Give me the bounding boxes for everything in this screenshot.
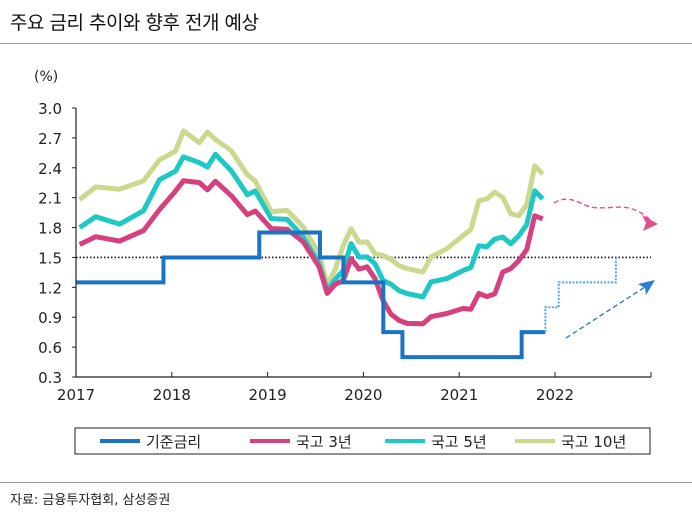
x-tick-label: 2019 bbox=[249, 386, 287, 404]
series-line-base-rate bbox=[76, 230, 546, 360]
title-divider bbox=[0, 43, 692, 44]
x-tick-label: 2020 bbox=[344, 386, 382, 404]
series-line-국고3년 bbox=[78, 178, 544, 327]
rates-chart: (%) 3.0 2.7 2.4 2.1 1.8 1.5 1.2 0.9 0.6 0.3 2017 2… bbox=[34, 69, 658, 455]
base-rate-trend-arrowhead bbox=[638, 280, 655, 295]
y-tick-label: 3.0 bbox=[38, 100, 62, 118]
y-tick-label: 2.1 bbox=[38, 190, 62, 208]
y-tick-label: 0.9 bbox=[38, 309, 62, 327]
y-tick-label: 1.5 bbox=[38, 249, 62, 267]
series-line-국고10년 bbox=[78, 128, 545, 288]
bond-trend-arrowhead bbox=[642, 215, 658, 231]
forecast-base-rate-steps bbox=[544, 257, 617, 333]
legend-label: 국고 3년 bbox=[296, 433, 352, 451]
y-axis-unit: (%) bbox=[34, 69, 58, 85]
y-tick-label: 1.2 bbox=[38, 279, 62, 297]
base-rate-trend-arrow bbox=[565, 284, 649, 339]
x-tick-label: 2017 bbox=[57, 386, 95, 404]
source-divider bbox=[0, 482, 692, 483]
legend: 기준금리 국고 3년 국고 5년 국고 10년 bbox=[74, 427, 651, 455]
y-tick-label: 0.6 bbox=[38, 339, 62, 357]
legend-label: 기준금리 bbox=[146, 433, 201, 451]
legend-label: 국고 10년 bbox=[561, 433, 626, 451]
y-tick-label: 2.4 bbox=[38, 160, 62, 178]
y-tick-label: 0.3 bbox=[38, 369, 62, 387]
x-tick-label: 2022 bbox=[536, 386, 574, 404]
bond-trend-arrow bbox=[553, 198, 653, 223]
legend-label: 국고 5년 bbox=[431, 433, 487, 451]
source-note: 자료: 금융투자협회, 삼성증권 bbox=[10, 493, 171, 508]
y-tick-label: 2.7 bbox=[38, 130, 62, 148]
y-tick-label: 1.8 bbox=[38, 220, 62, 238]
page-title: 주요 금리 추이와 향후 전개 예상 bbox=[10, 12, 259, 34]
x-tick-label: 2021 bbox=[440, 386, 478, 404]
x-tick-label: 2018 bbox=[153, 386, 191, 404]
series-line-국고5년 bbox=[78, 151, 545, 300]
